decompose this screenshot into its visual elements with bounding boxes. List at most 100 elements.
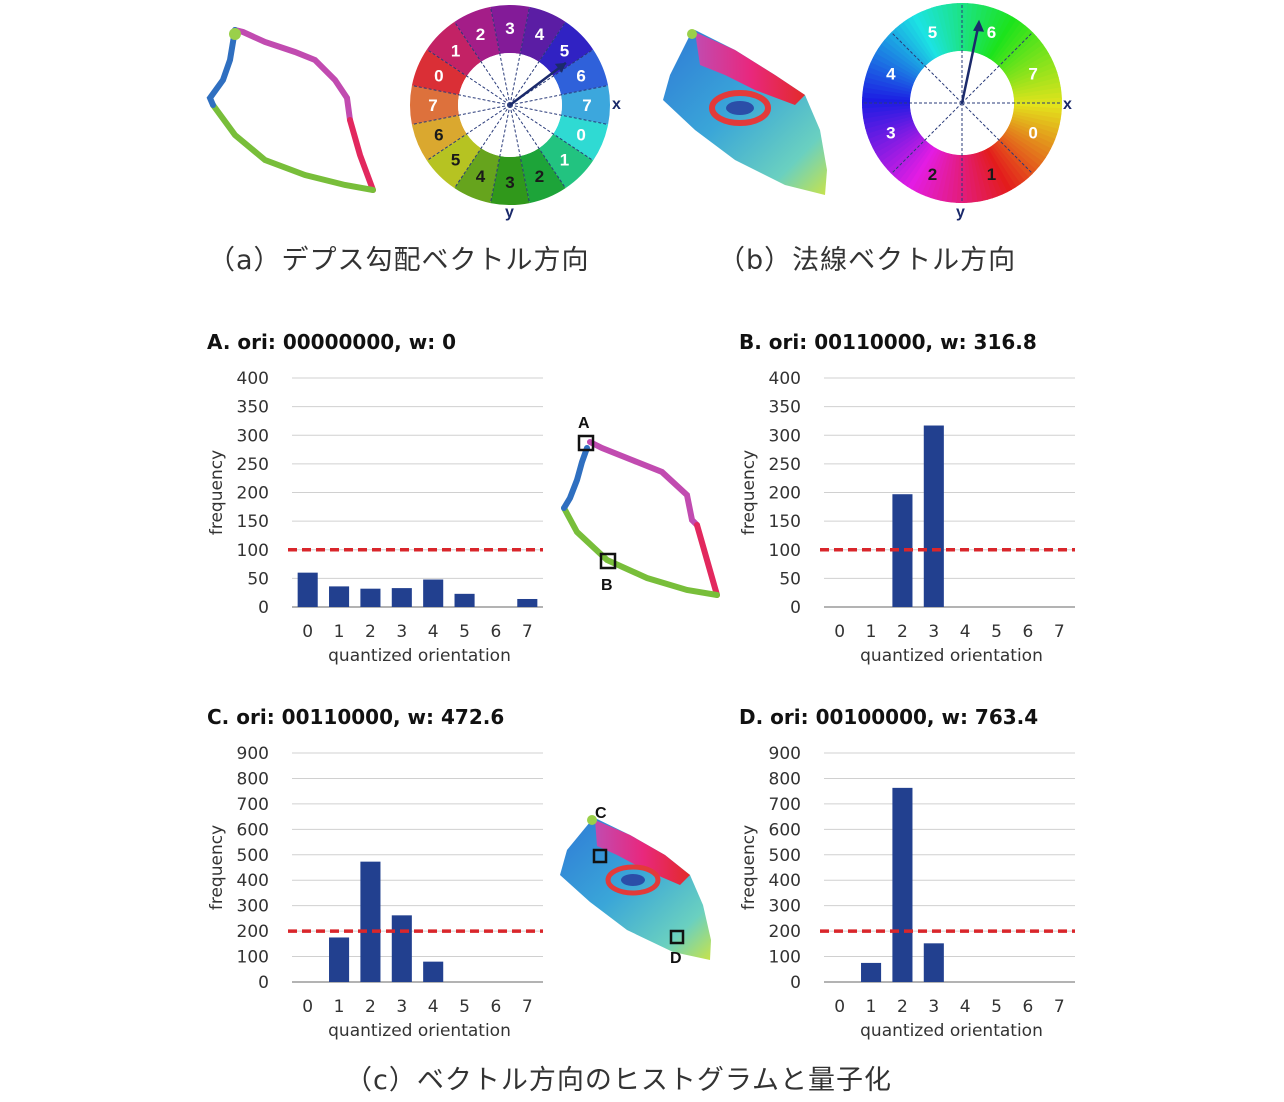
- wheel-sector-label: 0: [1028, 123, 1037, 142]
- wheel-sector: [561, 85, 610, 125]
- histogram-chart-b: B. ori: 00110000, w: 316.805010015020025…: [739, 330, 1075, 666]
- bar: [861, 962, 882, 982]
- bar: [454, 593, 475, 607]
- x-tick-label: 1: [334, 997, 345, 1017]
- wheel-sector-label: 4: [886, 65, 896, 84]
- y-axis-label: frequency: [739, 825, 759, 910]
- wheel-sector-label: 7: [1028, 65, 1037, 84]
- caption-c: （c）ベクトル方向のヒストグラムと量子化: [345, 1065, 893, 1096]
- y-tick-label: 400: [769, 871, 801, 891]
- y-tick-label: 100: [769, 541, 801, 561]
- wheel-sector-label: 2: [535, 167, 544, 186]
- x-tick-label: 3: [928, 997, 939, 1017]
- y-tick-label: 900: [769, 744, 801, 764]
- bar: [360, 861, 381, 982]
- x-tick-label: 7: [1054, 997, 1065, 1017]
- bar: [391, 915, 412, 982]
- y-tick-label: 150: [769, 512, 801, 532]
- x-tick-label: 0: [834, 997, 845, 1017]
- marker-box-b: [599, 552, 617, 570]
- y-tick-label: 0: [258, 598, 269, 618]
- x-tick-label: 5: [991, 997, 1002, 1017]
- y-tick-label: 500: [237, 846, 269, 866]
- x-axis-label: quantized orientation: [860, 646, 1043, 666]
- y-tick-label: 0: [790, 598, 801, 618]
- wheel-sector: [553, 49, 609, 95]
- bar: [329, 937, 350, 982]
- x-tick-label: 0: [302, 622, 313, 642]
- bar: [329, 586, 350, 607]
- y-tick-label: 150: [237, 512, 269, 532]
- marker-label-d: D: [670, 950, 682, 967]
- y-tick-label: 350: [769, 398, 801, 418]
- y-tick-label: 200: [237, 922, 269, 942]
- y-tick-label: 50: [779, 569, 801, 589]
- wheel-sector-label: 5: [928, 23, 937, 42]
- x-axis-label: quantized orientation: [328, 1021, 511, 1041]
- wheel-sector-label: 5: [451, 150, 460, 169]
- wheel-sector-label: 6: [434, 125, 443, 144]
- x-tick-label: 1: [334, 622, 345, 642]
- wheel-axis-x: x: [612, 96, 621, 113]
- contour-shape-a: [206, 27, 376, 193]
- x-tick-label: 5: [991, 622, 1002, 642]
- y-tick-label: 100: [237, 948, 269, 968]
- x-tick-label: 4: [428, 622, 439, 642]
- x-tick-label: 4: [960, 622, 971, 642]
- x-tick-label: 1: [866, 997, 877, 1017]
- bar: [892, 787, 913, 982]
- y-tick-label: 800: [237, 769, 269, 789]
- wheel-sector: [520, 148, 566, 204]
- histogram-chart-a: A. ori: 00000000, w: 0050100150200250300…: [207, 330, 543, 666]
- wheel-sector-label: 7: [582, 96, 591, 115]
- y-tick-label: 250: [237, 455, 269, 475]
- y-tick-label: 200: [769, 484, 801, 504]
- wheel-sector-label: 1: [451, 42, 460, 61]
- bar: [892, 494, 913, 607]
- wheel-sector: [538, 21, 594, 77]
- wheel-sector-label: 6: [987, 23, 996, 42]
- x-tick-label: 7: [522, 997, 533, 1017]
- wheel-sector: [454, 148, 500, 204]
- x-axis-label: quantized orientation: [328, 646, 511, 666]
- x-tick-label: 2: [897, 622, 908, 642]
- y-tick-label: 200: [769, 922, 801, 942]
- wheel-sector-label: 2: [476, 25, 485, 44]
- wheel-axis-x: x: [1063, 96, 1072, 113]
- y-tick-label: 600: [769, 820, 801, 840]
- chart-title: D. ori: 00100000, w: 763.4: [739, 705, 1038, 729]
- wheel-sector: [538, 133, 594, 189]
- orientation-wheel-8: 0 1 2 3 4 5 6 7 x y: [862, 2, 1072, 221]
- y-tick-label: 400: [769, 369, 801, 389]
- x-tick-label: 0: [834, 622, 845, 642]
- y-tick-label: 300: [769, 897, 801, 917]
- x-tick-label: 3: [928, 622, 939, 642]
- x-tick-label: 6: [1023, 622, 1034, 642]
- bar: [923, 425, 944, 607]
- wheel-sector: [411, 49, 467, 95]
- wheel-sector: [410, 85, 459, 125]
- y-tick-label: 300: [237, 897, 269, 917]
- y-tick-label: 300: [237, 426, 269, 446]
- y-tick-label: 0: [790, 973, 801, 993]
- bar: [391, 588, 412, 607]
- wheel-sector-label: 2: [928, 165, 937, 184]
- x-tick-label: 2: [365, 997, 376, 1017]
- wheel-sector-label: 3: [505, 173, 514, 192]
- wheel-sector-label: 3: [505, 19, 514, 38]
- wheel-sector: [520, 6, 566, 62]
- bar: [517, 598, 538, 607]
- caption-a: （a）デプス勾配ベクトル方向: [208, 245, 590, 276]
- y-tick-label: 100: [769, 948, 801, 968]
- chart-title: A. ori: 00000000, w: 0: [207, 330, 456, 354]
- marker-label-b: B: [601, 577, 613, 594]
- y-tick-label: 700: [237, 795, 269, 815]
- wheel-sector: [426, 133, 482, 189]
- wheel-sector-label: 1: [987, 165, 996, 184]
- bar: [297, 572, 318, 607]
- iron-normal-map-b: [663, 29, 827, 195]
- wheel-sector: [553, 115, 609, 161]
- x-tick-label: 6: [1023, 997, 1034, 1017]
- wheel-axis-y: y: [505, 204, 514, 221]
- y-tick-label: 500: [769, 846, 801, 866]
